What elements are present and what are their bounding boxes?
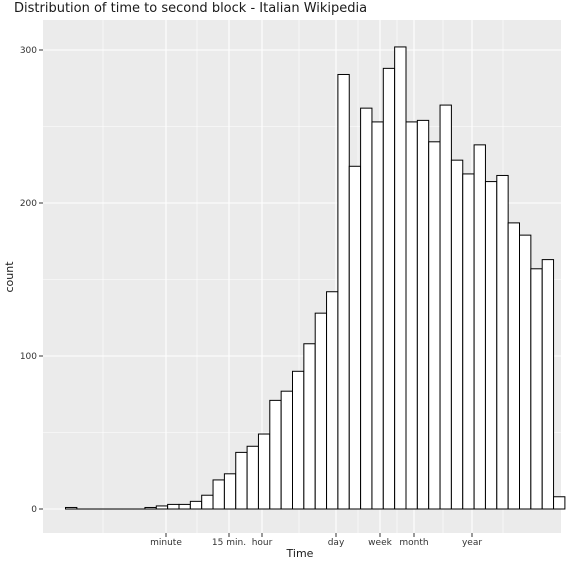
histogram-bar	[269, 399, 282, 510]
x-axis-ticks: minute 15 min. hour day week month year	[150, 533, 482, 548]
histogram-bar	[405, 121, 418, 510]
y-axis-label: count	[3, 261, 16, 293]
histogram-bar	[348, 165, 362, 510]
histogram-bar	[314, 312, 328, 510]
histogram-bar	[519, 234, 532, 510]
histogram-bar	[257, 433, 271, 510]
histogram-bar	[484, 181, 498, 510]
y-tick-label: 0	[31, 505, 37, 515]
histogram-bar	[155, 505, 169, 510]
histogram-bar	[212, 479, 225, 510]
x-tick-label: week	[368, 538, 392, 548]
histogram-bar	[530, 268, 543, 510]
histogram-bar	[223, 473, 237, 510]
histogram-bar	[326, 291, 339, 510]
y-axis-ticks: 0 100 200 300	[20, 46, 43, 515]
histogram-bar	[360, 107, 373, 510]
histogram-bar	[65, 506, 78, 510]
histogram-bar	[553, 496, 566, 510]
histogram-bar	[178, 503, 191, 510]
histogram-bar	[337, 73, 350, 510]
histogram-bar	[416, 119, 430, 510]
y-tick-label: 100	[20, 352, 37, 362]
histogram-bar	[303, 343, 316, 510]
x-tick-label: 15 min.	[212, 538, 246, 548]
histogram-bar	[201, 494, 214, 510]
histogram-bar	[473, 144, 486, 510]
histogram-bar	[450, 159, 464, 510]
histogram-bar	[246, 445, 259, 510]
histogram-bar	[371, 121, 384, 510]
y-tick-label: 300	[20, 46, 37, 56]
histogram-bar	[394, 46, 407, 510]
y-tick-label: 200	[20, 199, 37, 209]
x-tick-label: day	[328, 538, 345, 548]
histogram-bar	[507, 222, 520, 510]
histogram-bar	[428, 141, 441, 510]
histogram-bar	[541, 259, 555, 510]
histogram-bars	[65, 46, 566, 510]
histogram-bar	[382, 67, 396, 510]
histogram-bar	[280, 390, 293, 510]
histogram-bar	[496, 174, 509, 510]
histogram-bar	[439, 104, 452, 510]
x-tick-label: year	[462, 538, 482, 548]
histogram-bar	[167, 503, 180, 510]
x-axis-label: Time	[286, 547, 314, 560]
histogram-bar	[235, 451, 248, 510]
histogram-bar	[292, 370, 305, 510]
x-tick-label: minute	[150, 538, 182, 548]
chart-title: Distribution of time to second block - I…	[14, 1, 368, 16]
x-tick-label: hour	[252, 538, 273, 548]
histogram-bar	[462, 173, 475, 510]
histogram-bar	[189, 500, 203, 510]
x-tick-label: month	[399, 538, 428, 548]
histogram-bar	[144, 506, 157, 510]
